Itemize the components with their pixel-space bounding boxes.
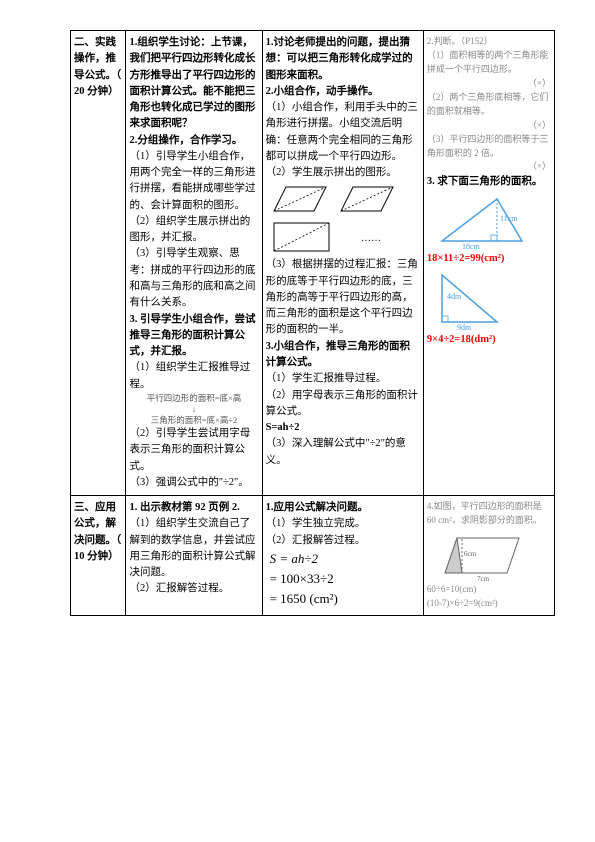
lesson-table: 二、实践操作，推导公式。（ 20 分钟） 1.组织学生讨论：上节课，我们把平行四… — [70, 30, 555, 616]
page: 二、实践操作，推导公式。（ 20 分钟） 1.组织学生讨论：上节课，我们把平行四… — [0, 0, 595, 842]
formula-parallelogram: 平行四边形的面积=底×高 — [129, 393, 258, 404]
t: （2）两个三角形底相等，它们的面积就相等。 — [427, 91, 551, 119]
eq: = 1650 (cm²) — [266, 589, 420, 609]
svg-text:9dm: 9dm — [457, 323, 472, 332]
t: （3）根据拼摆的过程汇报：三角形的底等于平行四边形的底，三角形的高等于平行四边形… — [266, 257, 420, 338]
t: （3）引导学生观察、思考：拼成的平行四边形的底和高与三角形的底和高之间有什么关系… — [129, 246, 258, 311]
formula: S=ah÷2 — [266, 420, 420, 436]
formula-triangle: 三角形的面积=底×高÷2 — [129, 415, 258, 426]
t: （2）汇报解答过程。 — [266, 533, 420, 549]
parallelogram-diagram — [266, 181, 406, 217]
cell-exercise-2: 2.判断。（P152） （1）面积相等的两个三角形能拼成一个平行四边形。 （×）… — [423, 31, 554, 496]
ans: （×） — [427, 160, 551, 174]
t: （1）引导学生小组合作，用两个完全一样的三角形进行拼摆，看能拼成哪些学过的、会计… — [129, 149, 258, 214]
cell-section-3: 三、应用公式，解决问题。（ 10 分钟） — [71, 496, 126, 616]
t: 3. 求下面三角形的面积。 — [427, 174, 551, 190]
t: （3）平行四边形的面积等于三角形面积的 2 倍。 — [427, 133, 551, 161]
t: 2.分组操作，合作学习。 — [129, 133, 258, 149]
triangle-2: 4dm 9dm — [427, 267, 517, 332]
svg-text:18cm: 18cm — [462, 242, 481, 251]
t: 1. 出示教材第 92 页例 2. — [129, 500, 258, 516]
t: （1）组织学生汇报推导过程。 — [129, 360, 258, 393]
svg-text:6cm: 6cm — [464, 550, 477, 558]
table-row: 三、应用公式，解决问题。（ 10 分钟） 1. 出示教材第 92 页例 2. （… — [71, 496, 555, 616]
t: （2）汇报解答过程。 — [129, 581, 258, 597]
cell-exercise-3: 4.如图，平行四边形的面积是 60 cm²，求阴影部分的面积。 6cm 7cm … — [423, 496, 554, 616]
calc: (10-7)×6÷2=9(cm²) — [427, 597, 551, 611]
ans: （×） — [427, 119, 551, 133]
svg-text:11cm: 11cm — [500, 214, 518, 223]
t: （1）学生汇报推导过程。 — [266, 371, 420, 387]
section-2-title: 二、实践操作，推导公式。（ 20 分钟） — [74, 37, 121, 97]
t: 2.小组合作，动手操作。 — [266, 84, 420, 100]
t: （2）用字母表示三角形的面积计算公式。 — [266, 388, 420, 421]
result-1: 18×11÷2=99(cm²) — [427, 251, 551, 267]
triangle-1: 11cm 18cm — [427, 191, 537, 251]
t: （1）学生独立完成。 — [266, 516, 420, 532]
svg-text:4dm: 4dm — [447, 292, 462, 301]
cell-teacher-2: 1.组织学生讨论：上节课，我们把平行四边形转化成长方形推导出了平行四边形的面积计… — [126, 31, 262, 496]
rectangle-diagram: …… — [266, 217, 406, 257]
result-2: 9×4÷2=18(dm²) — [427, 332, 551, 348]
t: 3. 引导学生小组合作，尝试推导三角形的面积计算公式，并汇报。 — [129, 312, 258, 361]
table-row: 二、实践操作，推导公式。（ 20 分钟） 1.组织学生讨论：上节课，我们把平行四… — [71, 31, 555, 496]
t: 4.如图，平行四边形的面积是 60 cm²，求阴影部分的面积。 — [427, 500, 551, 528]
ans: （×） — [427, 77, 551, 91]
t: （1）面积相等的两个三角形能拼成一个平行四边形。 — [427, 49, 551, 77]
t: （3）强调公式中的"÷2"。 — [129, 475, 258, 491]
t: 1.组织学生讨论：上节课，我们把平行四边形转化成长方形推导出了平行四边形的面积计… — [129, 35, 258, 133]
t: 1.讨论老师提出的问题，提出猜想：可以把三角形转化成学过的图形来面积。 — [266, 35, 420, 84]
t: （2）组织学生展示拼出的图形，并汇报。 — [129, 214, 258, 247]
t: 3.小组合作，推导三角形的面积计算公式。 — [266, 339, 420, 372]
cell-teacher-3: 1. 出示教材第 92 页例 2. （1）组织学生交流自己了解到的数学信息，并尝… — [126, 496, 262, 616]
svg-text:7cm: 7cm — [477, 575, 490, 583]
t: （2）学生展示拼出的图形。 — [266, 165, 420, 181]
cell-student-3: 1.应用公式解决问题。 （1）学生独立完成。 （2）汇报解答过程。 S = ah… — [262, 496, 423, 616]
t: 1.应用公式解决问题。 — [266, 500, 420, 516]
parallelogram-shaded: 6cm 7cm — [427, 528, 527, 583]
t: 2.判断。（P152） — [427, 35, 551, 49]
calc: 60÷6=10(cm) — [427, 583, 551, 597]
t: （3）深入理解公式中"÷2"的意义。 — [266, 436, 420, 469]
t: （1）组织学生交流自己了解到的数学信息，并尝试应用三角形的面积计算公式解决问题。 — [129, 516, 258, 581]
eq: S = ah÷2 — [266, 549, 420, 569]
cell-student-2: 1.讨论老师提出的问题，提出猜想：可以把三角形转化成学过的图形来面积。 2.小组… — [262, 31, 423, 496]
section-3-title: 三、应用公式，解决问题。（ 10 分钟） — [74, 502, 121, 562]
eq: = 100×33÷2 — [266, 569, 420, 589]
t: （2）引导学生尝试用字母表示三角形的面积计算公式。 — [129, 426, 258, 475]
cell-section-2: 二、实践操作，推导公式。（ 20 分钟） — [71, 31, 126, 496]
ellipsis-text: …… — [361, 233, 381, 244]
arrow: ↓ — [129, 404, 258, 415]
t: （1）小组合作，利用手头中的三角形进行拼摆。小组交流后明确：任意两个完全相同的三… — [266, 100, 420, 165]
